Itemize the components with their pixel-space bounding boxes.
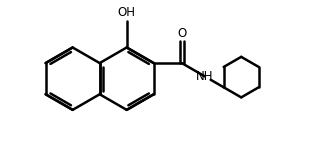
Text: NH: NH (196, 70, 213, 83)
Text: OH: OH (118, 6, 136, 19)
Text: O: O (177, 27, 187, 40)
